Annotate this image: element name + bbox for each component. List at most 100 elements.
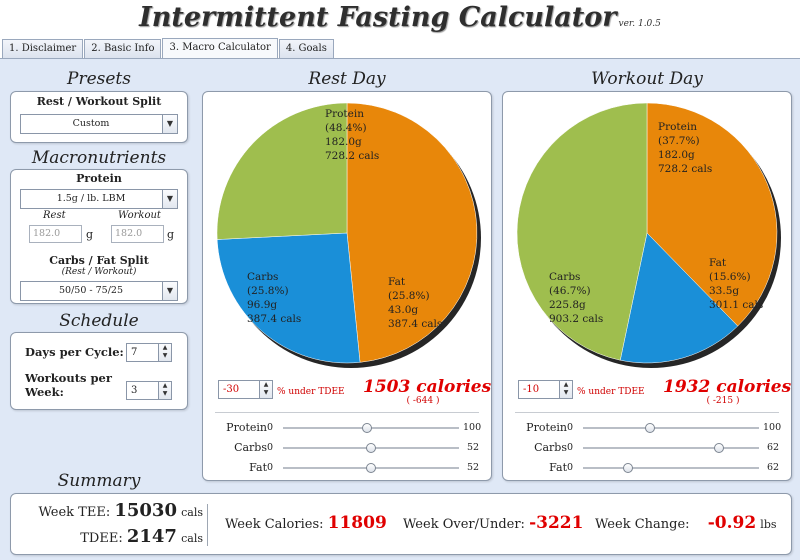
- workout-protein-slider[interactable]: Protein 0 100: [526, 421, 782, 434]
- summary-panel: Week TEE: 15030 cals TDEE: 2147 cals Wee…: [10, 493, 792, 555]
- carbs-fat-split-select[interactable]: 50/50 - 75/25 ▼: [20, 281, 178, 301]
- rest-slice-carbs: [216, 102, 348, 240]
- rest-day-pie-chart: [216, 102, 481, 368]
- week-calories-value: 11809: [327, 513, 387, 533]
- carbs-fat-split-sublabel: (Rest / Workout): [61, 267, 137, 277]
- tab-macro-calculator[interactable]: 3. Macro Calculator: [162, 38, 278, 58]
- rest-carbs-slider[interactable]: Carbs 0 52: [234, 441, 480, 454]
- tab-basic-info[interactable]: 2. Basic Info: [84, 39, 162, 58]
- macros-title: Macronutrients: [31, 148, 167, 168]
- workout-day-panel: Protein (37.7%) 182.0g 728.2 cals Fat (1…: [502, 91, 792, 481]
- workout-slice-fat: [619, 232, 739, 364]
- protein-select[interactable]: 1.5g / lb. LBM ▼: [20, 189, 178, 209]
- rest-fat-slider[interactable]: Fat 0 52: [249, 461, 480, 474]
- rest-calories: 1503 calories: [363, 377, 492, 397]
- days-per-cycle-value: 7: [131, 347, 138, 358]
- workout-percent-spinner[interactable]: -10 ▲ ▼: [518, 380, 573, 399]
- tdee-value: 2147: [126, 526, 177, 547]
- rest-grams-unit: g: [86, 228, 94, 241]
- spinner-arrows-icon[interactable]: ▲ ▼: [158, 344, 171, 361]
- week-over-under: Week Over/Under: -3221: [403, 513, 583, 533]
- week-tee-value: 15030: [114, 500, 177, 521]
- tab-goals[interactable]: 4. Goals: [278, 39, 334, 58]
- split-label: Rest / Workout Split: [36, 95, 162, 108]
- protein-label: Protein: [76, 172, 122, 185]
- rest-slice-protein: [346, 102, 478, 363]
- tab-disclaimer[interactable]: 1. Disclaimer: [2, 39, 84, 58]
- macros-panel: Protein 1.5g / lb. LBM ▼ Rest Workout 18…: [10, 169, 188, 304]
- slider-thumb[interactable]: [366, 443, 376, 453]
- slider-thumb[interactable]: [644, 423, 655, 433]
- spinner-arrows-icon[interactable]: ▲ ▼: [259, 381, 272, 398]
- chevron-down-icon[interactable]: ▼: [162, 115, 177, 133]
- rest-under-tdee-label: % under TDEE: [277, 387, 345, 397]
- workout-percent-value: -10: [523, 384, 540, 395]
- rest-fat-label: Fat (25.8%) 43.0g 387.4 cals: [388, 276, 443, 330]
- workouts-per-week-value: 3: [131, 385, 138, 396]
- workout-label: Workout: [118, 210, 161, 221]
- divider: [515, 412, 779, 413]
- workout-calories-diff: ( -215 ): [706, 396, 740, 406]
- rest-protein-slider[interactable]: Protein 0 100: [226, 421, 482, 434]
- rest-slice-fat: [216, 232, 361, 364]
- app-version: ver. 1.0.5: [618, 19, 661, 29]
- split-select-value: Custom: [72, 118, 110, 129]
- presets-panel: Rest / Workout Split Custom ▼: [10, 91, 188, 143]
- week-tee-label: Week TEE:: [38, 505, 111, 520]
- spinner-arrows-icon[interactable]: ▲ ▼: [559, 381, 572, 398]
- workout-grams-unit: g: [167, 228, 175, 241]
- tdee-unit: cals: [181, 532, 203, 545]
- rest-calories-diff: ( -644 ): [406, 396, 440, 406]
- rest-day-panel: Protein (48.4%) 182.0g 728.2 cals Fat (2…: [202, 91, 492, 481]
- slider-thumb[interactable]: [362, 423, 373, 433]
- workout-protein-label: Protein (37.7%) 182.0g 728.2 cals: [658, 121, 713, 175]
- workouts-per-week-spinner[interactable]: 3 ▲ ▼: [126, 381, 172, 400]
- workout-calories: 1932 calories: [663, 377, 792, 397]
- slider-thumb[interactable]: [714, 443, 725, 453]
- week-change-value: -0.92: [707, 513, 757, 533]
- workout-day-title: Workout Day: [591, 69, 703, 89]
- tdee: TDEE: 2147 cals: [31, 526, 203, 547]
- rest-protein-input[interactable]: 182.0: [29, 225, 82, 243]
- workout-carbs-slider[interactable]: Carbs 0 62: [534, 441, 780, 454]
- tdee-label: TDEE:: [80, 531, 123, 546]
- workout-slice-protein: [646, 102, 778, 327]
- rest-percent-spinner[interactable]: -30 ▲ ▼: [218, 380, 273, 399]
- workout-under-tdee-label: % under TDEE: [577, 387, 645, 397]
- app-title: Intermittent Fasting Calculator ver. 1.0.…: [0, 2, 800, 38]
- week-change-unit: lbs: [760, 518, 777, 531]
- slider-thumb[interactable]: [366, 463, 376, 473]
- week-tee-unit: cals: [181, 506, 203, 519]
- workout-slice-carbs: [516, 102, 648, 361]
- protein-select-value: 1.5g / lb. LBM: [56, 193, 126, 204]
- workout-protein-input[interactable]: 182.0: [111, 225, 164, 243]
- days-per-cycle-spinner[interactable]: 7 ▲ ▼: [126, 343, 172, 362]
- spinner-arrows-icon[interactable]: ▲ ▼: [158, 382, 171, 399]
- divider: [207, 504, 208, 546]
- chevron-down-icon[interactable]: ▼: [162, 282, 177, 300]
- workout-fat-label: Fat (15.6%) 33.5g 301.1 cals: [709, 257, 764, 311]
- workout-day-pie-chart: [516, 102, 781, 368]
- presets-title: Presets: [67, 69, 131, 89]
- workouts-per-week-label: Workouts per Week:: [25, 371, 112, 399]
- week-over-under-value: -3221: [529, 513, 584, 533]
- schedule-panel: Days per Cycle: 7 ▲ ▼ Workouts per Week: …: [10, 332, 188, 410]
- rest-day-title: Rest Day: [308, 69, 386, 89]
- chevron-down-icon[interactable]: ▼: [162, 190, 177, 208]
- divider: [215, 412, 479, 413]
- carbs-fat-split-value: 50/50 - 75/25: [58, 285, 123, 296]
- slider-thumb[interactable]: [623, 463, 634, 473]
- schedule-title: Schedule: [59, 311, 139, 331]
- rest-carbs-label: Carbs (25.8%) 96.9g 387.4 cals: [247, 271, 302, 325]
- main-content: Presets Rest / Workout Split Custom ▼ Ma…: [0, 58, 800, 560]
- week-over-under-label: Week Over/Under:: [403, 517, 525, 532]
- rest-protein-label: Protein (48.4%) 182.0g 728.2 cals: [325, 108, 380, 162]
- rest-label: Rest: [43, 210, 66, 221]
- workout-fat-slider[interactable]: Fat 0 62: [549, 461, 780, 474]
- carbs-fat-split-label: Carbs / Fat Split: [49, 254, 149, 267]
- week-change: Week Change: -0.92 lbs: [595, 513, 777, 533]
- week-tee: Week TEE: 15030 cals: [31, 500, 203, 521]
- days-per-cycle-label: Days per Cycle:: [25, 345, 124, 359]
- tab-bar: 1. Disclaimer 2. Basic Info 3. Macro Cal…: [2, 38, 335, 59]
- split-select[interactable]: Custom ▼: [20, 114, 178, 134]
